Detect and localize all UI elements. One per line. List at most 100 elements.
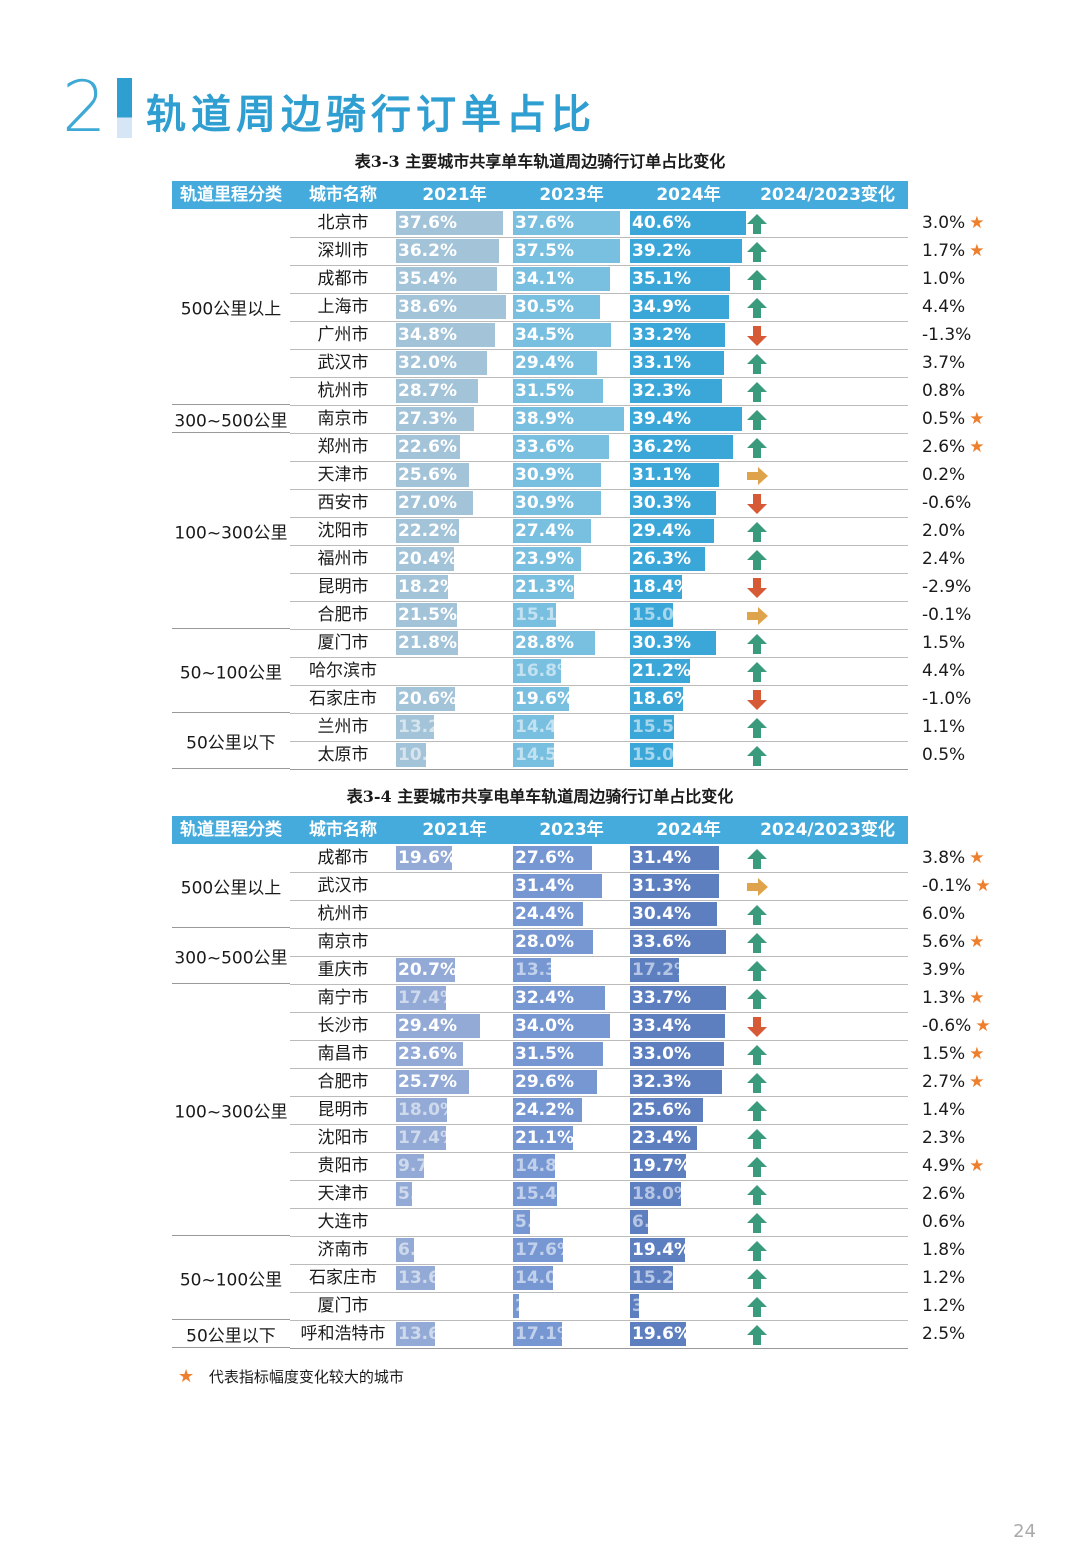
value-bar: 5.8% [513,1210,562,1234]
table-row: 贵阳市 9.7% 14.8% 19.7% 4.9% ★ [290,1152,984,1181]
bar-label: 19.6% [398,848,457,868]
table-header: 轨道里程分类 城市名称 2021年 2023年 2024年 2024/2023变化 [172,181,908,209]
value-bar: 18.6% [630,687,691,711]
bar-label: 34.9% [632,297,691,317]
change-value: 1.5% [922,633,966,653]
value-bar: 15.1% [513,603,574,627]
value-bar: 15.2% [630,1266,691,1290]
page-number: 24 [1013,1521,1036,1542]
bar-label: 33.1% [632,353,691,373]
city-name: 北京市 [317,213,369,233]
bar-label: 22.2% [398,521,457,541]
city-name: 长沙市 [317,1016,369,1036]
arrow-up-icon [747,298,767,318]
bar-label: 35.4% [398,269,457,289]
change-cell: -0.6% [922,489,1002,517]
city-name: 石家庄市 [309,1268,377,1288]
change-value: 3.0% [922,213,966,233]
bar-label: 33.0% [632,1044,691,1064]
value-bar: 29.4% [513,351,597,375]
change-cell: 1.7% ★ [922,237,1002,265]
city-name: 哈尔滨市 [309,661,377,681]
bar-label: 5.8% [515,1212,563,1232]
value-bar: 16.8% [513,659,574,683]
arrow-right-icon [747,878,768,896]
bar-label: 33.7% [632,988,691,1008]
arrow-up-icon [747,1325,767,1345]
value-bar: 38.9% [513,407,624,431]
value-bar: 35.4% [396,267,497,291]
bar-label: 15.0% [632,745,691,765]
city-name: 兰州市 [317,717,369,737]
bar-label: 18.2% [398,577,457,597]
bar-label: 24.2% [515,1100,574,1120]
star-icon: ★ [969,1156,985,1176]
value-bar: 21.3% [513,575,574,599]
table-row: 南昌市 23.6% 31.5% 33.0% 1.5% ★ [290,1040,984,1069]
arrow-up-icon [747,662,767,682]
city-name: 杭州市 [317,904,369,924]
arrow-down-icon [747,494,767,514]
header-cell: 2023年 [539,185,604,205]
bar-label: 37.5% [515,241,574,261]
group-cell: 50公里以下 [172,1320,290,1348]
header-cell: 2024/2023变化 [760,185,895,205]
bar-label: 34.8% [398,325,457,345]
table-row: 昆明市 18.0% 24.2% 25.6% 1.4% [290,1096,965,1125]
star-icon: ★ [969,1072,985,1092]
bar-label: 30.9% [515,493,574,513]
value-bar: 17.2% [630,958,691,982]
change-value: -1.0% [922,689,972,709]
bar-label: 5.7% [398,1184,446,1204]
value-bar: 20.4% [396,547,457,571]
table-row: 杭州市 28.7% 31.5% 32.3% 0.8% [290,377,965,406]
group-cell: 500公里以上 [172,844,290,928]
section-number: 2 [62,66,107,148]
change-cell: 0.5% ★ [922,405,1002,433]
arrow-up-icon [747,634,767,654]
bar-label: 24.4% [515,904,574,924]
change-value: 2.0% [922,521,966,541]
change-value: 4.4% [922,297,966,317]
group-label: 50公里以下 [186,1326,276,1346]
bar-label: 17.6% [515,1240,574,1260]
city-name: 广州市 [317,325,369,345]
change-value: 1.7% [922,241,966,261]
change-value: -2.9% [922,577,972,597]
change-cell: -0.6% ★ [922,1012,1002,1040]
bar-label: 25.7% [398,1072,457,1092]
bar-label: 19.7% [632,1156,691,1176]
value-bar: 19.6% [630,1322,691,1346]
city-name: 合肥市 [317,605,369,625]
city-name: 南昌市 [317,1044,369,1064]
value-bar: 30.5% [513,295,600,319]
bar-label: 28.8% [515,633,574,653]
value-bar: 10.5% [396,743,457,767]
value-bar: 31.5% [513,1042,603,1066]
header-cell: 城市名称 [309,820,377,840]
value-bar: 18.0% [630,1182,691,1206]
city-name: 南宁市 [317,988,369,1008]
section-title: 轨道周边骑行订单占比 [146,92,596,138]
bar-label: 33.2% [632,325,691,345]
value-bar: 33.1% [630,351,724,375]
value-bar: 2.1% [513,1294,562,1318]
value-bar: 27.3% [396,407,474,431]
value-bar: 37.6% [396,211,503,235]
value-bar: 21.2% [630,659,691,683]
arrow-up-icon [747,1213,767,1233]
table-row: 兰州市 13.2% 14.4% 15.5% 1.1% [290,713,965,742]
value-bar: 27.4% [513,519,591,543]
table-row: 长沙市 29.4% 34.0% 33.4% -0.6% ★ [290,1012,991,1041]
arrow-down-icon [747,578,767,598]
bar-label: 21.2% [632,661,691,681]
value-bar: 39.4% [630,407,742,431]
value-bar: 13.6% [396,1266,457,1290]
group-label: 50公里以下 [186,733,276,753]
arrow-up-icon [747,1045,767,1065]
header-cell: 2024年 [656,820,721,840]
change-value: -0.6% [922,493,972,513]
change-value: 1.1% [922,717,966,737]
bar-label: 18.6% [632,689,691,709]
city-name: 大连市 [317,1212,369,1232]
